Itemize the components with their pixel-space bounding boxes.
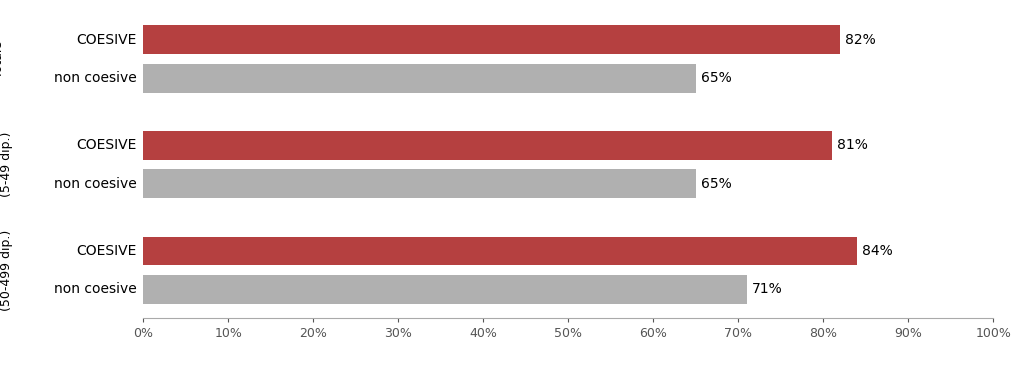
- Text: non coesive: non coesive: [54, 177, 136, 191]
- Text: Totale: Totale: [0, 41, 5, 78]
- Bar: [143, 237, 857, 265]
- Bar: [143, 64, 696, 92]
- Text: COESIVE: COESIVE: [76, 33, 136, 47]
- Bar: [143, 131, 831, 160]
- Text: COESIVE: COESIVE: [76, 244, 136, 258]
- Text: medie
(50-499 dip.): medie (50-499 dip.): [0, 230, 13, 311]
- Text: 65%: 65%: [700, 177, 732, 191]
- Text: COESIVE: COESIVE: [76, 138, 136, 152]
- Text: 81%: 81%: [837, 138, 867, 152]
- Bar: [143, 26, 841, 54]
- Text: non coesive: non coesive: [54, 282, 136, 296]
- Text: non coesive: non coesive: [54, 71, 136, 85]
- Text: 71%: 71%: [752, 282, 782, 296]
- Bar: [143, 275, 746, 304]
- Bar: [143, 169, 696, 198]
- Text: 65%: 65%: [700, 71, 732, 85]
- Text: 84%: 84%: [862, 244, 893, 258]
- Text: 82%: 82%: [846, 33, 877, 47]
- Text: piccole
(5-49 dip.): piccole (5-49 dip.): [0, 132, 13, 197]
